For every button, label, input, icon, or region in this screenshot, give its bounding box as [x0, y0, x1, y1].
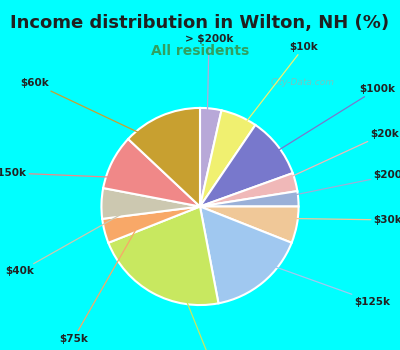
Text: $200k: $200k [264, 170, 400, 201]
Text: All residents: All residents [151, 44, 249, 58]
Wedge shape [102, 188, 200, 219]
Wedge shape [200, 108, 222, 206]
Wedge shape [200, 206, 292, 303]
Wedge shape [200, 110, 255, 206]
Text: $30k: $30k [263, 215, 400, 225]
Text: > $200k: > $200k [185, 34, 233, 142]
Wedge shape [200, 191, 298, 206]
Text: City-Data.com: City-Data.com [270, 78, 334, 87]
Text: $100k: $100k [251, 84, 395, 167]
Text: $60k: $60k [20, 78, 173, 149]
Text: $75k: $75k [59, 224, 139, 344]
Wedge shape [102, 206, 200, 243]
Wedge shape [128, 108, 200, 206]
Text: Income distribution in Wilton, NH (%): Income distribution in Wilton, NH (%) [10, 14, 390, 32]
Text: $10k: $10k [226, 42, 318, 148]
Wedge shape [200, 125, 293, 206]
Text: $150k: $150k [0, 168, 142, 178]
Wedge shape [200, 206, 298, 243]
Text: $125k: $125k [242, 255, 390, 307]
Text: $20k: $20k [262, 129, 399, 190]
Wedge shape [103, 139, 200, 206]
Wedge shape [108, 206, 218, 305]
Text: $40k: $40k [5, 206, 136, 276]
Wedge shape [200, 173, 297, 206]
Text: $50k: $50k [171, 263, 234, 350]
